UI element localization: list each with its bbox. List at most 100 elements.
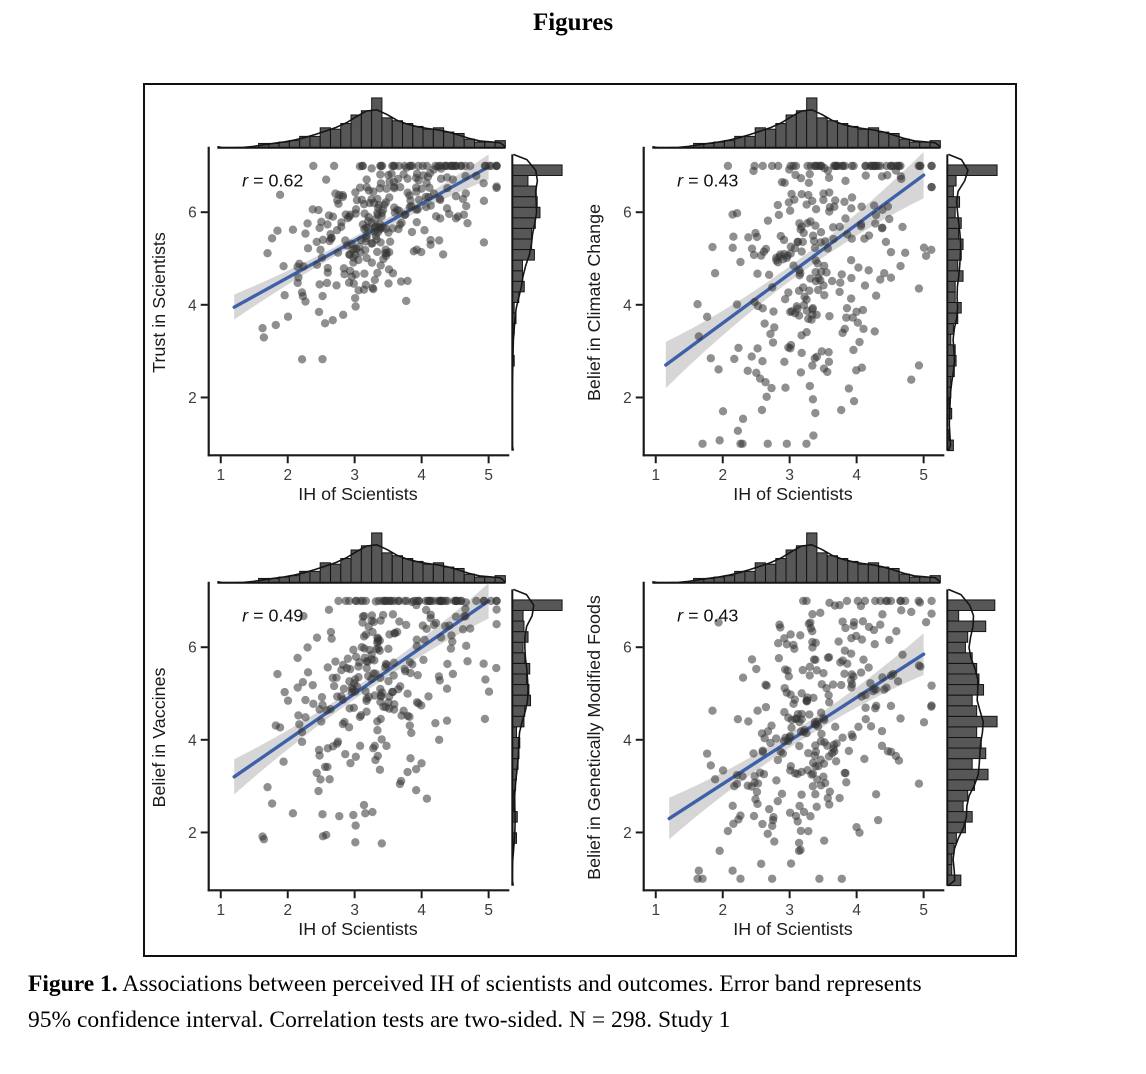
scatter-point — [872, 161, 881, 171]
jointplot-trust-in-scientists: 1 2 3 4 5 2 4 6 IH of Scientists Trust in Scienti… — [149, 97, 563, 504]
correlation-annotation: r = 0.43 — [677, 171, 738, 191]
scatter-point — [767, 383, 776, 393]
histogram-bar — [723, 575, 736, 584]
scatter-point — [790, 244, 800, 253]
scatter-point — [384, 644, 393, 653]
scatter-point — [815, 874, 824, 883]
x-tick-label: 3 — [350, 467, 359, 484]
scatter-point — [381, 248, 390, 258]
scatter-point — [442, 204, 452, 213]
histogram-bar — [946, 609, 960, 622]
scatter-point — [798, 283, 808, 292]
scatter-point — [343, 654, 353, 663]
scatter-point — [757, 405, 767, 415]
histogram-bar — [511, 196, 538, 208]
x-axis-label: IH of Scientists — [733, 919, 852, 939]
scatter-point — [358, 618, 367, 627]
x-tick-label: 4 — [417, 902, 426, 919]
scatter-point — [805, 662, 815, 672]
scatter-point — [406, 754, 415, 763]
scatter-point — [345, 596, 354, 606]
figures-heading: Figures — [532, 9, 614, 36]
histogram-bar — [463, 138, 475, 149]
scatter-point — [819, 836, 829, 845]
histogram-bar — [463, 573, 475, 584]
scatter-point — [372, 644, 381, 654]
scatter-point — [323, 762, 332, 772]
histogram-bar — [371, 97, 383, 149]
scatter-point — [458, 625, 468, 634]
histogram-bar — [946, 259, 959, 272]
scatter-point — [783, 666, 792, 675]
scatter-point — [837, 270, 846, 279]
scatter-point — [767, 721, 776, 730]
scatter-point — [283, 312, 293, 321]
scatter-point — [866, 722, 876, 731]
scatter-point — [346, 759, 355, 768]
scatter-point — [344, 278, 354, 287]
scatter-point — [436, 174, 446, 183]
scatter-point — [785, 165, 794, 174]
scatter-point — [773, 797, 782, 806]
scatter-point — [381, 662, 390, 672]
scatter-point — [461, 189, 471, 198]
scatter-point — [858, 617, 868, 626]
scatter-point — [763, 439, 772, 448]
scatter-point — [749, 749, 758, 758]
scatter-point — [866, 679, 875, 688]
scatter-point — [817, 347, 826, 356]
scatter-point — [774, 639, 783, 648]
scatter-point — [774, 210, 784, 220]
scatter-point — [479, 596, 489, 606]
histogram-bar — [795, 110, 808, 149]
scatter-point — [747, 244, 757, 253]
scatter-point — [297, 355, 307, 364]
scatter-point — [774, 161, 783, 171]
regression-line — [667, 652, 926, 821]
scatter-point — [807, 315, 816, 324]
scatter-point — [280, 687, 289, 697]
scatter-point — [883, 747, 893, 756]
histogram-bar — [443, 566, 455, 584]
scatter-point — [838, 161, 847, 171]
scatter-point — [860, 234, 869, 243]
scatter-point — [921, 251, 931, 260]
histogram-bar — [775, 123, 787, 149]
scatter-point — [861, 703, 870, 712]
scatter-point — [418, 621, 428, 630]
scatter-point — [361, 223, 371, 233]
scatter-point — [407, 728, 416, 738]
histogram-bar — [946, 302, 962, 314]
scatter-point — [864, 266, 873, 275]
x-tick-label: 2 — [718, 467, 727, 484]
scatter-point — [362, 175, 371, 184]
scatter-point — [847, 193, 857, 202]
scatter-point — [842, 313, 851, 322]
scatter-point — [360, 209, 369, 218]
scatter-point — [361, 596, 371, 606]
scatter-point — [368, 627, 377, 637]
scatter-point — [283, 696, 293, 705]
scatter-point — [780, 683, 789, 693]
scatter-point — [407, 227, 417, 237]
scatter-point — [838, 617, 847, 626]
scatter-point — [702, 749, 712, 758]
scatter-point — [339, 684, 349, 694]
scatter-point — [750, 772, 759, 781]
scatter-point — [325, 775, 334, 784]
scatter-point — [316, 245, 325, 255]
scatter-point — [860, 754, 869, 764]
scatter-point — [784, 288, 793, 297]
scatter-point — [327, 634, 336, 643]
scatter-point — [403, 276, 412, 286]
scatter-point — [337, 218, 346, 227]
scatter-point — [407, 201, 416, 211]
scatter-point — [766, 329, 775, 339]
scatter-point — [349, 810, 358, 820]
scatter-point — [883, 171, 892, 180]
scatter-point — [843, 659, 852, 668]
scatter-point — [837, 680, 846, 690]
scatter-point — [835, 287, 844, 297]
scatter-point — [804, 826, 813, 836]
scatter-point — [893, 677, 903, 686]
